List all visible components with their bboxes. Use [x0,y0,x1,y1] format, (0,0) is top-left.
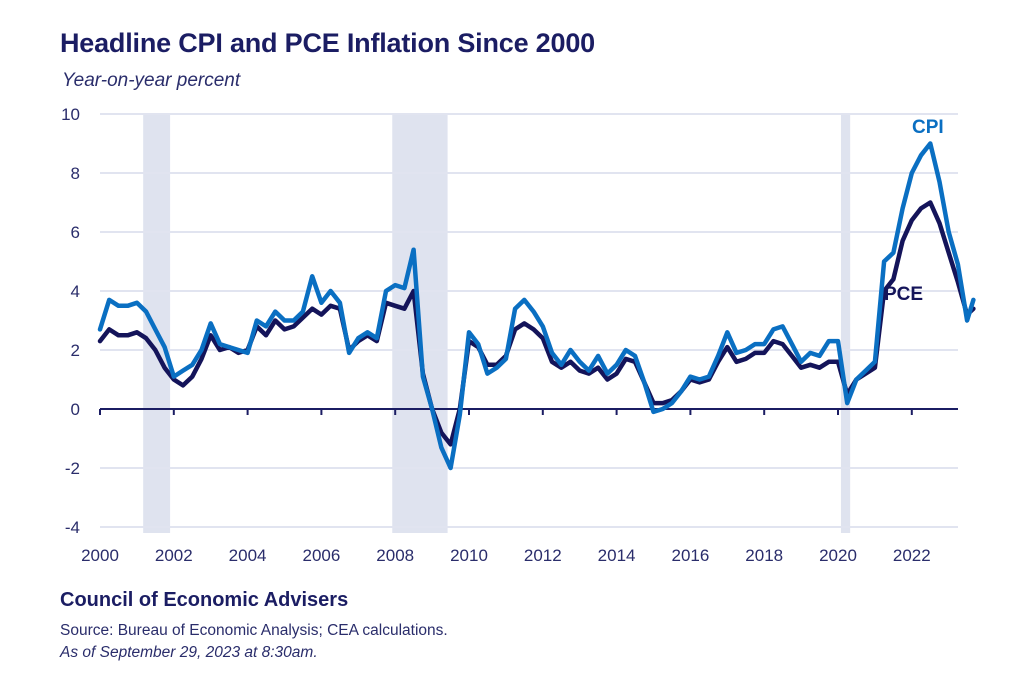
recession-band [840,114,851,533]
y-tick-label: 2 [71,341,80,360]
y-tick-label: 4 [71,282,80,301]
as-of-note: As of September 29, 2023 at 8:30am. [60,644,318,661]
series-lines [97,141,976,471]
x-tick-label: 2022 [893,546,931,565]
organization-name: Council of Economic Advisers [60,589,349,611]
x-tick-label: 2012 [524,546,562,565]
x-tick-label: 2018 [745,546,783,565]
y-tick-label: -2 [65,459,80,478]
series-label-cpi: CPI [912,117,944,138]
recession-band [143,114,171,533]
x-tick-label: 2004 [229,546,267,565]
x-tick-label: 2010 [450,546,488,565]
chart-title: Headline CPI and PCE Inflation Since 200… [60,28,595,58]
source-note: Source: Bureau of Economic Analysis; CEA… [60,622,448,639]
y-axis-ticks: -4 -2 0 2 4 6 8 10 [61,105,80,537]
x-tick-label: 2014 [598,546,636,565]
y-tick-label: 10 [61,105,80,124]
gridlines [100,113,958,528]
y-tick-label: 6 [71,223,80,242]
series-label-pce: PCE [884,284,923,305]
x-tick-label: 2000 [81,546,119,565]
series-line-cpi [97,141,976,471]
y-tick-label: 8 [71,164,80,183]
x-axis: 2000 2002 2004 2006 2008 2010 2012 2014 2016 2018… [81,408,958,565]
y-tick-label: 0 [71,400,80,419]
x-tick-label: 2002 [155,546,193,565]
x-tick-label: 2008 [376,546,414,565]
x-tick-label: 2016 [671,546,709,565]
chart-subtitle: Year-on-year percent [62,70,241,91]
y-tick-label: -4 [65,518,80,537]
x-tick-label: 2020 [819,546,857,565]
recession-shading [143,114,851,533]
x-tick-label: 2006 [302,546,340,565]
